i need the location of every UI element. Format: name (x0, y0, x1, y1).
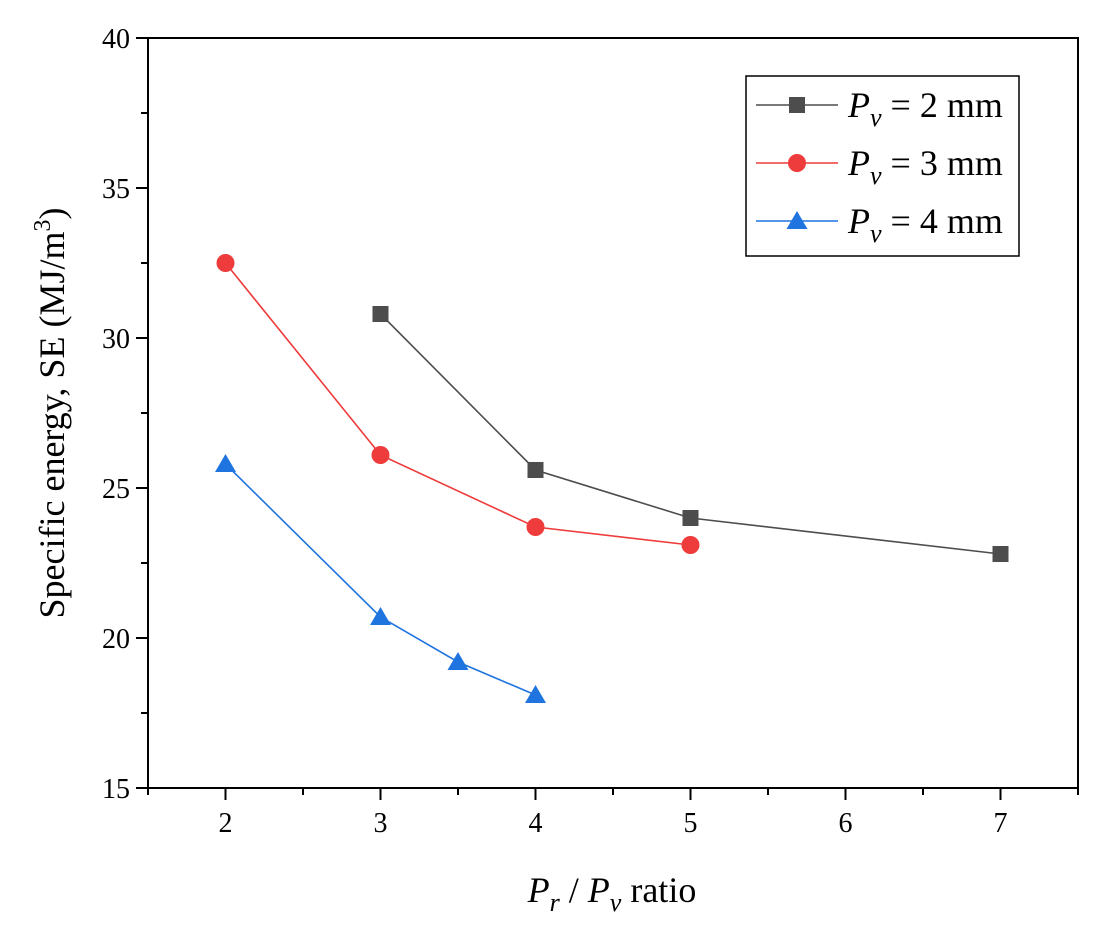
series-3-point (447, 652, 469, 670)
x-tick-label: 7 (994, 808, 1008, 839)
series-3-line (224, 463, 536, 696)
y-axis-title: Specific energy, SE (MJ/m3) (30, 208, 72, 619)
series-1-point (527, 462, 544, 478)
series-1-point (992, 546, 1009, 562)
series-1-line (379, 313, 1001, 555)
legend-entry-2: Pv = 3 mm (756, 143, 1003, 190)
x-tick-label: 2 (219, 808, 233, 839)
legend-label: Pv = 3 mm (847, 143, 1003, 190)
y-tick-label: 35 (102, 174, 130, 205)
series-lines (224, 262, 1001, 696)
series-2-point (681, 536, 700, 554)
series-3-point (370, 607, 391, 625)
series-2-point (371, 446, 390, 464)
legend-entry-1: Pv = 2 mm (756, 85, 1003, 132)
legend-marker (786, 211, 808, 229)
axis-ticks (136, 37, 1079, 800)
x-tick-label: 3 (374, 808, 388, 839)
x-axis-title: Pr / Pv ratio (527, 870, 697, 917)
legend-label: Pv = 2 mm (847, 85, 1003, 132)
legend-entries: Pv = 2 mm Pv = 3 mm Pv = 4 mm (756, 85, 1003, 248)
legend-marker (788, 154, 806, 172)
x-tick-label: 5 (684, 808, 698, 839)
series-2-line (224, 262, 691, 546)
x-tick-label: 6 (839, 808, 853, 839)
legend-entry-3: Pv = 4 mm (756, 201, 1003, 248)
y-tick-label: 20 (102, 624, 130, 655)
y-tick-labels: 15 20 25 30 35 40 (102, 24, 130, 805)
legend-marker (789, 97, 805, 113)
y-tick-label: 15 (102, 774, 130, 805)
y-tick-label: 30 (102, 324, 130, 355)
legend: Pv = 2 mm Pv = 3 mm Pv = 4 mm (745, 75, 1020, 257)
series-2-point (216, 254, 235, 272)
series-3-point (525, 685, 546, 703)
series-3-point (215, 454, 236, 472)
y-tick-label: 40 (102, 24, 130, 55)
series-1-point (372, 306, 389, 322)
x-tick-label: 4 (529, 808, 543, 839)
x-tick-labels: 2 3 4 5 6 7 (219, 808, 1008, 839)
series-2-point (526, 518, 545, 536)
series-markers (215, 254, 1009, 703)
series-1-point (682, 510, 699, 526)
y-tick-label: 25 (102, 474, 130, 505)
legend-label: Pv = 4 mm (847, 201, 1003, 248)
